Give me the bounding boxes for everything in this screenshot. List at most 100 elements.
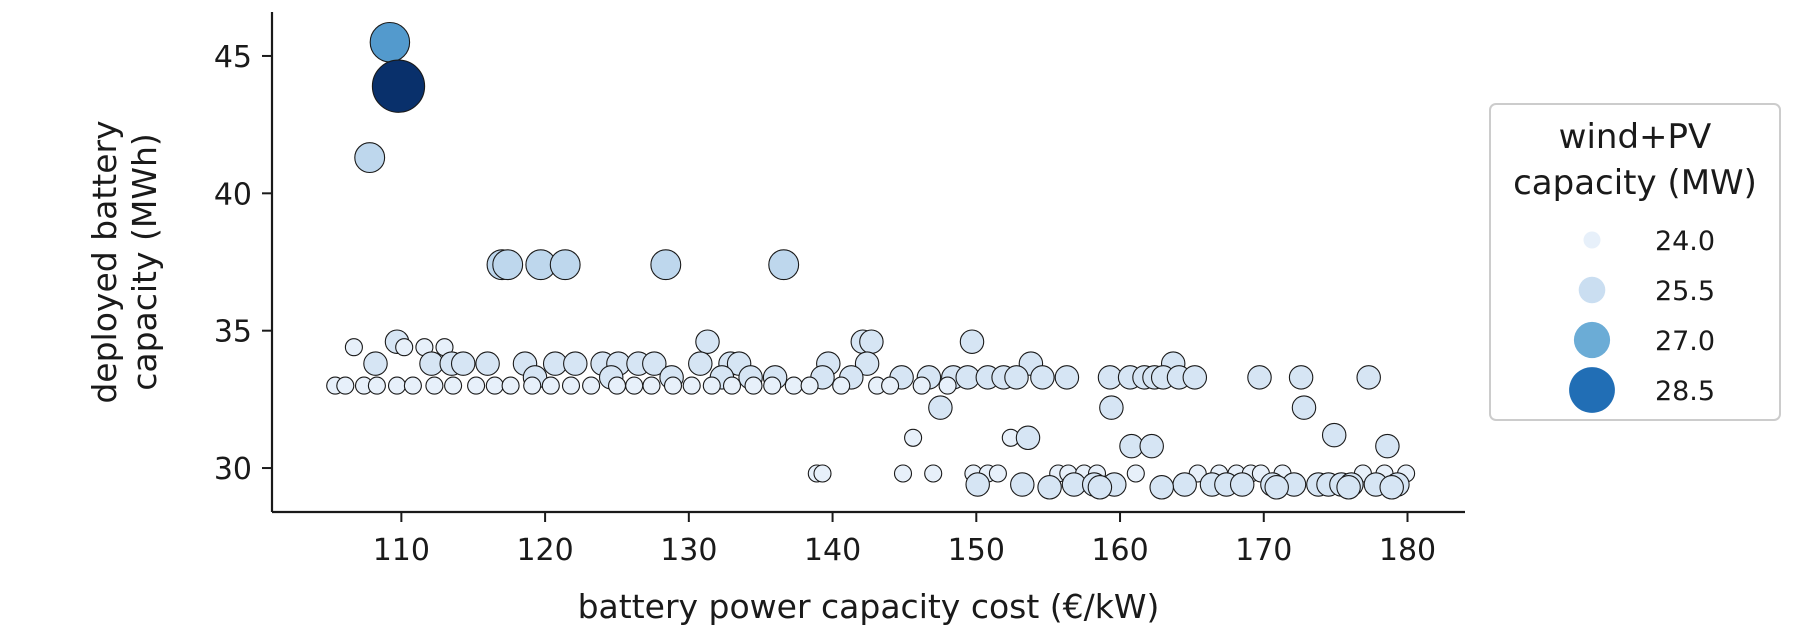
x-tick-label: 130 xyxy=(660,533,717,568)
data-point xyxy=(475,351,500,376)
data-point xyxy=(893,464,913,483)
data-point xyxy=(695,329,720,354)
x-axis-label: battery power capacity cost (€/kW) xyxy=(578,587,1160,626)
data-point xyxy=(1015,425,1041,451)
data-point xyxy=(1379,475,1404,500)
legend-marker xyxy=(1569,367,1615,413)
data-point xyxy=(763,376,782,395)
points-layer xyxy=(326,21,1416,500)
data-point xyxy=(1229,472,1255,497)
data-point xyxy=(854,351,880,376)
data-point xyxy=(722,376,742,395)
legend-marker xyxy=(1578,276,1606,304)
data-point xyxy=(354,142,386,174)
data-point xyxy=(784,376,803,395)
data-point xyxy=(371,59,426,113)
data-point xyxy=(1054,365,1080,390)
data-point xyxy=(1087,475,1113,500)
data-point xyxy=(1139,433,1164,459)
legend-entry-label: 27.0 xyxy=(1655,326,1715,357)
data-point xyxy=(523,376,542,395)
y-tick-label: 40 xyxy=(214,177,252,212)
data-point xyxy=(1149,475,1174,500)
data-point xyxy=(881,376,900,395)
data-point xyxy=(501,376,520,395)
y-axis-label: capacity (MWh) xyxy=(125,133,164,391)
data-point xyxy=(485,376,504,395)
data-point xyxy=(912,376,931,395)
x-tick-label: 160 xyxy=(1091,533,1148,568)
data-point xyxy=(1321,422,1347,448)
data-point xyxy=(1010,472,1035,497)
data-point xyxy=(650,249,682,281)
x-tick-label: 150 xyxy=(948,533,1005,568)
data-point xyxy=(928,395,953,420)
data-point xyxy=(444,376,463,395)
legend-box xyxy=(1489,103,1781,421)
legend-marker xyxy=(1583,231,1601,249)
data-point xyxy=(549,249,581,281)
data-point xyxy=(859,329,884,354)
x-tick-label: 110 xyxy=(373,533,430,568)
data-point xyxy=(363,351,388,376)
data-point xyxy=(1172,472,1197,497)
data-point xyxy=(904,428,923,447)
legend-marker xyxy=(1573,321,1611,359)
data-point xyxy=(336,376,355,395)
data-point xyxy=(403,376,422,395)
legend-title: capacity (MW) xyxy=(1513,163,1757,203)
data-point xyxy=(387,376,407,395)
data-point xyxy=(1356,365,1381,390)
data-point xyxy=(492,249,524,281)
data-point xyxy=(702,376,721,395)
data-point xyxy=(450,351,476,376)
legend: wind+PV capacity (MW) 24.0 25.5 27.0 28.5 xyxy=(1489,103,1781,421)
y-tick-label: 45 xyxy=(214,40,252,75)
y-tick-label: 35 xyxy=(214,315,252,350)
data-point xyxy=(768,249,800,281)
data-point xyxy=(663,376,683,395)
data-point xyxy=(642,376,661,395)
data-point xyxy=(1182,365,1208,390)
legend-entry-label: 28.5 xyxy=(1655,376,1715,407)
data-point xyxy=(467,376,486,395)
data-point xyxy=(938,376,957,395)
data-point xyxy=(1375,433,1400,459)
legend-entry-label: 24.0 xyxy=(1655,226,1715,257)
data-point xyxy=(800,376,819,395)
y-tick-label: 30 xyxy=(214,452,252,487)
data-point xyxy=(1030,365,1055,390)
data-point xyxy=(625,376,644,395)
data-point xyxy=(688,351,713,376)
data-point xyxy=(1126,464,1145,483)
legend-title: wind+PV xyxy=(1559,117,1712,157)
data-point xyxy=(582,376,601,395)
data-point xyxy=(682,376,701,395)
x-tick-label: 170 xyxy=(1235,533,1292,568)
data-point xyxy=(344,338,363,357)
x-tick-label: 120 xyxy=(516,533,573,568)
data-point xyxy=(744,376,763,395)
data-point xyxy=(813,464,832,483)
data-point xyxy=(367,376,386,395)
data-point xyxy=(541,376,560,395)
data-point xyxy=(1288,365,1314,390)
data-point xyxy=(1336,475,1361,500)
data-point xyxy=(563,351,588,376)
legend-entry-label: 25.5 xyxy=(1655,276,1715,307)
x-tick-label: 140 xyxy=(804,533,861,568)
data-point xyxy=(959,329,985,354)
data-point xyxy=(425,376,444,395)
data-point xyxy=(988,464,1007,483)
data-point xyxy=(965,472,990,497)
data-point xyxy=(832,376,851,395)
data-point xyxy=(1247,365,1272,390)
y-axis-label: deployed battery xyxy=(85,120,124,403)
data-point xyxy=(1004,365,1029,390)
data-point xyxy=(924,464,943,483)
data-point xyxy=(1264,475,1289,500)
data-point xyxy=(1037,475,1062,500)
data-point xyxy=(369,21,411,63)
data-point xyxy=(642,351,667,376)
